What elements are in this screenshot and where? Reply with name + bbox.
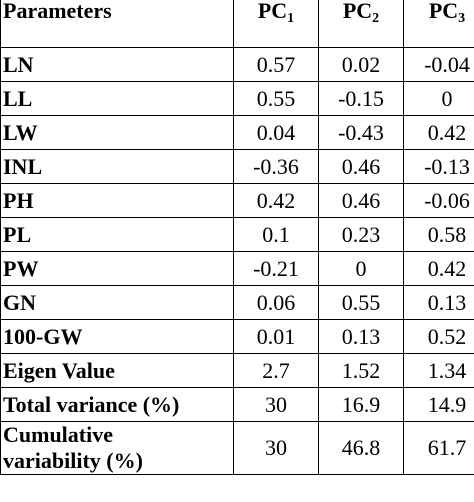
- cell-value: 0.1: [233, 217, 319, 252]
- cell-value: 0.42: [403, 115, 474, 150]
- row-label: GN: [0, 285, 234, 320]
- cell-value: -0.36: [233, 149, 319, 184]
- cell-value: 0.58: [403, 217, 474, 252]
- row-label: LL: [0, 81, 234, 116]
- table-row: INL -0.36 0.46 -0.13: [0, 149, 474, 184]
- table-row: Cumulative variability (%) 30 46.8 61.7: [0, 421, 474, 475]
- cell-value: 0.02: [318, 47, 404, 82]
- row-label: PW: [0, 251, 234, 286]
- header-pc3: PC3: [403, 0, 474, 48]
- cell-value: 0.42: [233, 183, 319, 218]
- cell-value: -0.06: [403, 183, 474, 218]
- row-label: LN: [0, 47, 234, 82]
- cell-value: 0.04: [233, 115, 319, 150]
- row-label: LW: [0, 115, 234, 150]
- row-label: PL: [0, 217, 234, 252]
- cell-value: 0.13: [403, 285, 474, 320]
- pca-loadings-table: Parameters PC1 PC2 PC3 LN 0.57 0.02 -0.0…: [0, 0, 474, 475]
- cell-value: 0.13: [318, 319, 404, 354]
- cell-value: 0.46: [318, 183, 404, 218]
- cell-value: 0.57: [233, 47, 319, 82]
- cell-value: -0.15: [318, 81, 404, 116]
- cell-value: -0.43: [318, 115, 404, 150]
- cell-value: 0.01: [233, 319, 319, 354]
- cell-value: 0.23: [318, 217, 404, 252]
- table-row: LW 0.04 -0.43 0.42: [0, 115, 474, 150]
- cell-value: 0.52: [403, 319, 474, 354]
- cell-value: 30: [233, 421, 319, 475]
- header-pc2: PC2: [318, 0, 404, 48]
- cell-value: 0.55: [318, 285, 404, 320]
- row-label: PH: [0, 183, 234, 218]
- cell-value: 14.9: [403, 387, 474, 422]
- row-label: INL: [0, 149, 234, 184]
- cell-value: 30: [233, 387, 319, 422]
- table-row: Eigen Value 2.7 1.52 1.34: [0, 353, 474, 388]
- cell-value: 46.8: [318, 421, 404, 475]
- cell-value: 0.46: [318, 149, 404, 184]
- cell-value: 0: [318, 251, 404, 286]
- cell-value: -0.21: [233, 251, 319, 286]
- table-row: 100-GW 0.01 0.13 0.52: [0, 319, 474, 354]
- cell-value: 2.7: [233, 353, 319, 388]
- cell-value: 0: [403, 81, 474, 116]
- row-label: Eigen Value: [0, 353, 234, 388]
- row-label: 100-GW: [0, 319, 234, 354]
- row-label-line1: Cumulative: [3, 422, 113, 448]
- table-row: LL 0.55 -0.15 0: [0, 81, 474, 116]
- cell-value: 0.42: [403, 251, 474, 286]
- cell-value: 61.7: [403, 421, 474, 475]
- cell-value: 0.06: [233, 285, 319, 320]
- row-label-line2: variability (%): [3, 448, 143, 473]
- cell-value: -0.13: [403, 149, 474, 184]
- table-row: GN 0.06 0.55 0.13: [0, 285, 474, 320]
- pca-table-container: Parameters PC1 PC2 PC3 LN 0.57 0.02 -0.0…: [0, 0, 474, 475]
- cell-value: 0.55: [233, 81, 319, 116]
- table-header-row: Parameters PC1 PC2 PC3: [0, 0, 474, 48]
- header-pc1: PC1: [233, 0, 319, 48]
- cell-value: 16.9: [318, 387, 404, 422]
- table-row: PW -0.21 0 0.42: [0, 251, 474, 286]
- row-label: Cumulative variability (%): [0, 421, 234, 475]
- table-row: Total variance (%) 30 16.9 14.9: [0, 387, 474, 422]
- header-parameters: Parameters: [0, 0, 234, 48]
- table-row: LN 0.57 0.02 -0.04: [0, 47, 474, 82]
- table-row: PL 0.1 0.23 0.58: [0, 217, 474, 252]
- cell-value: 1.52: [318, 353, 404, 388]
- cell-value: 1.34: [403, 353, 474, 388]
- cell-value: -0.04: [403, 47, 474, 82]
- table-row: PH 0.42 0.46 -0.06: [0, 183, 474, 218]
- row-label: Total variance (%): [0, 387, 234, 422]
